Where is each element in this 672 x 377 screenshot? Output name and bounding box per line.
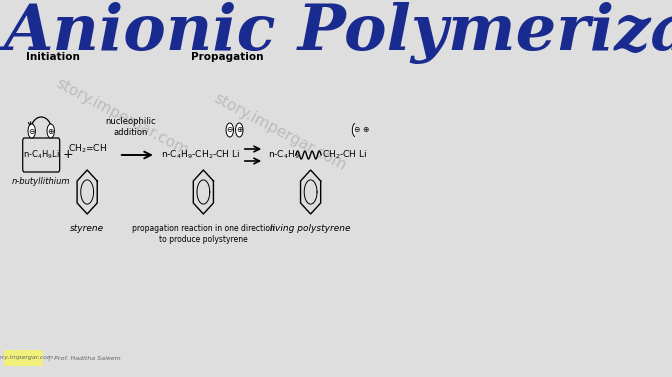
- Circle shape: [226, 123, 233, 137]
- Text: CH$_2$-CH Li: CH$_2$-CH Li: [323, 149, 368, 161]
- Text: n-butyllithium: n-butyllithium: [12, 177, 71, 186]
- Circle shape: [47, 124, 54, 138]
- Text: +: +: [62, 149, 73, 161]
- Text: nucleophilic
addition: nucleophilic addition: [106, 117, 157, 137]
- Text: ⊕: ⊕: [236, 126, 243, 135]
- Circle shape: [28, 124, 36, 138]
- Text: story.impergar.com: story.impergar.com: [211, 91, 349, 173]
- Text: styrene: styrene: [70, 224, 104, 233]
- Text: Anionic Polymerization: Anionic Polymerization: [4, 2, 672, 64]
- Circle shape: [236, 123, 243, 137]
- Text: CH$_2$=CH: CH$_2$=CH: [68, 143, 107, 155]
- FancyBboxPatch shape: [4, 350, 43, 366]
- Text: n-C$_4$H$_9$Li: n-C$_4$H$_9$Li: [23, 149, 60, 161]
- Text: Initiation: Initiation: [26, 52, 80, 62]
- Text: ⊕: ⊕: [362, 126, 369, 135]
- Text: Propagation: Propagation: [191, 52, 263, 62]
- Text: living polystyrene: living polystyrene: [270, 224, 351, 233]
- Circle shape: [352, 123, 360, 137]
- Text: propagation reaction in one direction
to produce polystyrene: propagation reaction in one direction to…: [132, 224, 275, 244]
- Circle shape: [362, 123, 369, 137]
- Text: ⊖: ⊖: [226, 126, 233, 135]
- Text: |  Prof. Haditha Saleem: | Prof. Haditha Saleem: [44, 355, 121, 361]
- Text: story.impergar.com: story.impergar.com: [0, 356, 54, 360]
- Text: n-C$_4$H$_9$: n-C$_4$H$_9$: [268, 149, 300, 161]
- Text: ⊖: ⊖: [28, 127, 35, 135]
- Text: ⊕: ⊕: [48, 127, 54, 135]
- Text: story.impergar.com: story.impergar.com: [52, 76, 190, 158]
- Text: n-C$_4$H$_9$-CH$_2$-CH Li: n-C$_4$H$_9$-CH$_2$-CH Li: [161, 149, 241, 161]
- Text: ⊖: ⊖: [353, 126, 360, 135]
